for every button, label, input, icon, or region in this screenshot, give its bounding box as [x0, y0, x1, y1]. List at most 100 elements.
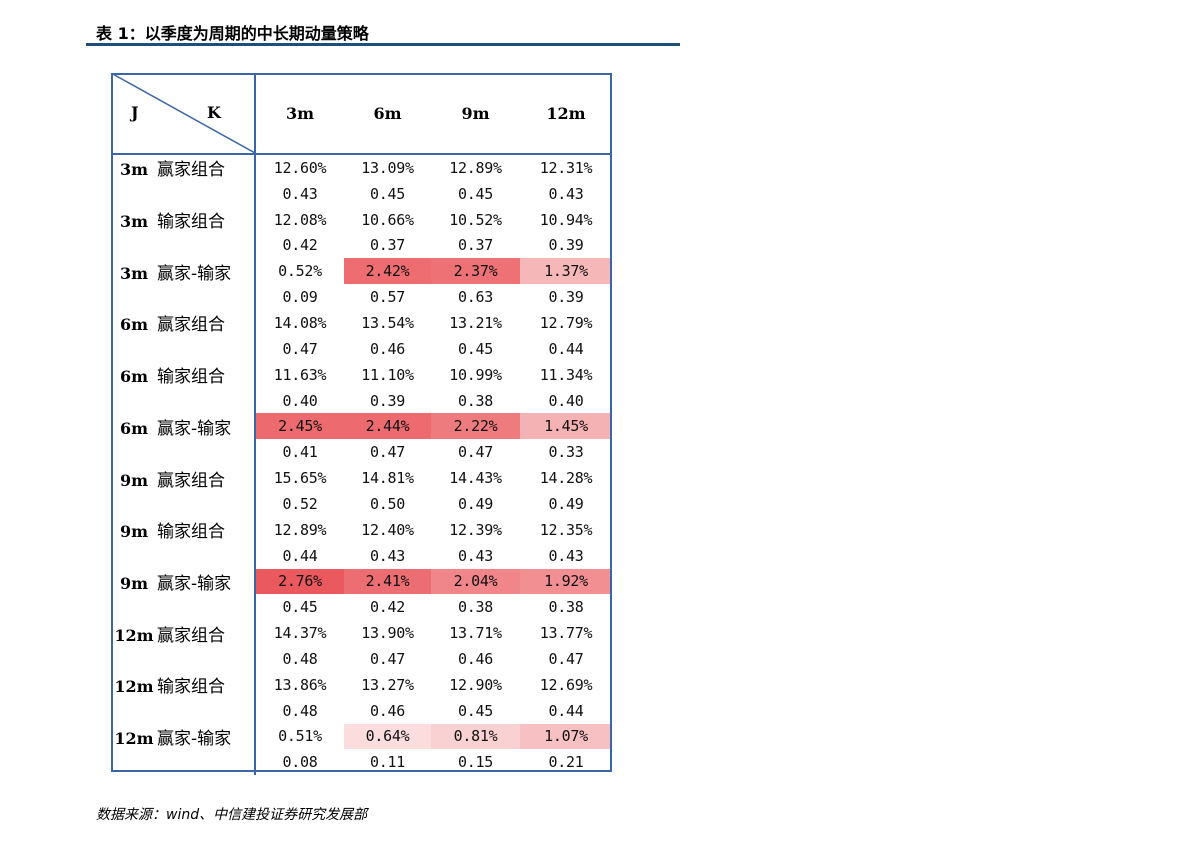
return-cell: 10.66% — [361, 210, 414, 229]
row-label: 9m 赢家组合 — [111, 465, 256, 491]
row-label-spacer — [111, 439, 256, 466]
title-underline — [86, 43, 680, 46]
holding-period: 9m — [119, 573, 149, 593]
row-label-spacer — [111, 335, 256, 362]
portfolio-name: 输家组合 — [157, 212, 225, 233]
tstat-row: 0.52 0.50 0.49 0.49 — [111, 490, 612, 517]
table-row: 9m 赢家-输家 2.76% 2.41% 2.04% 1.92% — [111, 568, 612, 595]
tstat-cell: 0.21 — [548, 753, 584, 772]
tstat-row: 0.48 0.46 0.45 0.44 — [111, 697, 612, 724]
table-row: 12m 赢家-输家 0.51% 0.64% 0.81% 1.07% — [111, 723, 612, 750]
return-cell: 12.60% — [273, 158, 327, 177]
row-label: 12m 赢家-输家 — [111, 723, 256, 750]
row-label-spacer — [111, 594, 256, 621]
row-axis-label: J — [131, 103, 139, 122]
return-cell: 14.43% — [449, 469, 502, 488]
tstat-cell: 0.44 — [548, 339, 584, 358]
row-label-spacer — [111, 232, 256, 259]
return-cell: 11.10% — [361, 365, 414, 384]
holding-period: 12m — [114, 728, 154, 748]
row-label-spacer — [111, 387, 256, 414]
return-cell: 13.21% — [449, 313, 502, 332]
source-note: 数据来源：wind、中信建投证券研究发展部 — [96, 807, 368, 823]
return-cell: 12.89% — [449, 158, 502, 177]
tstat-cell: 0.39 — [548, 288, 584, 307]
tstat-cell: 0.43 — [282, 184, 318, 203]
tstat-row: 0.45 0.42 0.38 0.38 — [111, 594, 612, 621]
portfolio-name: 赢家组合 — [157, 625, 225, 646]
tstat-row: 0.47 0.46 0.45 0.44 — [111, 335, 612, 362]
table-title: 表 1：以季度为周期的中长期动量策略 — [96, 24, 369, 43]
table-row: 12m 赢家组合 14.37% 13.90% 13.71% 13.77% — [111, 620, 612, 647]
portfolio-name: 赢家-输家 — [157, 728, 232, 749]
portfolio-name: 赢家组合 — [157, 315, 225, 336]
tstat-cell: 0.39 — [548, 236, 584, 255]
row-label: 9m 赢家-输家 — [111, 568, 256, 595]
return-cell: 2.44% — [344, 413, 431, 440]
return-cell: 13.09% — [361, 158, 414, 177]
row-label-spacer — [111, 180, 256, 207]
return-cell: 14.08% — [273, 313, 327, 332]
tstat-cell: 0.43 — [370, 546, 405, 565]
tstat-cell: 0.48 — [282, 701, 318, 720]
return-cell: 14.28% — [539, 469, 593, 488]
tstat-cell: 0.44 — [282, 546, 318, 565]
return-cell: 10.94% — [539, 210, 593, 229]
table-row: 6m 输家组合 11.63% 11.10% 10.99% 11.34% — [111, 361, 612, 388]
table-row: 9m 输家组合 12.89% 12.40% 12.39% 12.35% — [111, 516, 612, 543]
return-cell: 2.45% — [255, 413, 344, 440]
holding-period: 3m — [119, 160, 149, 180]
tstat-cell: 0.09 — [282, 288, 318, 307]
tstat-cell: 0.39 — [370, 391, 405, 410]
return-cell: 1.07% — [520, 723, 612, 750]
tstat-cell: 0.47 — [370, 443, 405, 462]
holding-period: 12m — [114, 625, 154, 645]
tstat-cell: 0.38 — [458, 391, 493, 410]
return-cell: 2.42% — [344, 258, 431, 285]
tstat-row: 0.40 0.39 0.38 0.40 — [111, 387, 612, 414]
tstat-cell: 0.46 — [370, 339, 405, 358]
tstat-cell: 0.49 — [458, 494, 493, 513]
tstat-cell: 0.45 — [282, 598, 318, 617]
table-row: 3m 赢家组合 12.60% 13.09% 12.89% 12.31% — [111, 154, 612, 181]
return-cell: 11.63% — [273, 365, 327, 384]
tstat-cell: 0.42 — [370, 598, 405, 617]
return-cell: 2.41% — [344, 568, 431, 595]
return-cell: 12.79% — [539, 313, 593, 332]
tstat-cell: 0.40 — [548, 391, 584, 410]
return-cell: 1.45% — [520, 413, 612, 440]
return-cell: 11.34% — [539, 365, 593, 384]
tstat-cell: 0.45 — [370, 184, 405, 203]
tstat-cell: 0.08 — [282, 753, 318, 772]
tstat-row: 0.43 0.45 0.45 0.43 — [111, 180, 612, 207]
row-label-spacer — [111, 646, 256, 672]
tstat-cell: 0.37 — [458, 236, 493, 255]
row-label-spacer — [111, 697, 256, 724]
row-label-spacer — [111, 490, 256, 517]
tstat-row: 0.42 0.37 0.37 0.39 — [111, 232, 612, 259]
holding-period: 6m — [119, 418, 149, 438]
return-cell: 12.90% — [449, 675, 502, 694]
return-cell: 0.51% — [278, 727, 322, 746]
row-label: 3m 赢家-输家 — [111, 258, 256, 285]
col-header: 3m — [255, 73, 344, 155]
return-cell: 10.52% — [449, 210, 502, 229]
tstat-cell: 0.63 — [458, 288, 493, 307]
return-cell: 14.37% — [273, 624, 327, 643]
tstat-cell: 0.47 — [370, 649, 405, 668]
row-label: 6m 赢家组合 — [111, 310, 256, 336]
tstat-cell: 0.38 — [548, 598, 584, 617]
holding-period: 12m — [114, 677, 154, 697]
tstat-cell: 0.41 — [282, 443, 318, 462]
header-row: J K 3m 6m 9m 12m — [111, 73, 612, 155]
table-row: 6m 赢家-输家 2.45% 2.44% 2.22% 1.45% — [111, 413, 612, 440]
corner-cell: J K — [111, 73, 256, 155]
row-label: 6m 输家组合 — [111, 361, 256, 388]
tstat-row: 0.41 0.47 0.47 0.33 — [111, 439, 612, 466]
tstat-cell: 0.11 — [370, 753, 405, 772]
momentum-table: J K 3m 6m 9m 12m 3m 赢家组合 12.60% 13.09% 12.89… — [111, 73, 612, 776]
tstat-cell: 0.33 — [548, 443, 584, 462]
return-cell: 12.08% — [273, 210, 327, 229]
tstat-cell: 0.57 — [370, 288, 405, 307]
tstat-cell: 0.43 — [548, 546, 584, 565]
